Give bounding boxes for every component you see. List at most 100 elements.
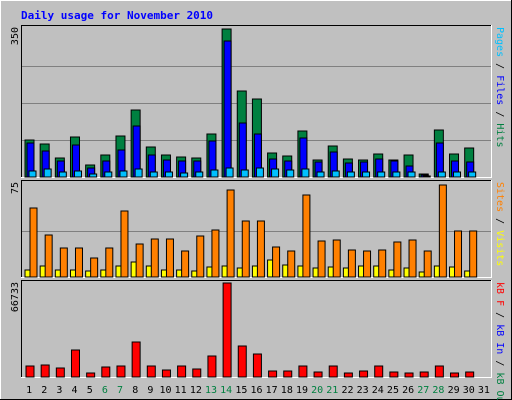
bar-kbytes-day-19 bbox=[298, 365, 308, 378]
x-tick-label-day-2: 2 bbox=[41, 385, 47, 396]
bar-pages-day-17 bbox=[271, 168, 280, 178]
bar-sites-day-19 bbox=[302, 194, 311, 278]
bar-kbytes-day-13 bbox=[207, 355, 217, 378]
panel-bars bbox=[25, 282, 475, 378]
bar-kbytes-day-3 bbox=[55, 367, 65, 378]
bar-kbytes-day-23 bbox=[359, 370, 369, 378]
legend-entry: Sites bbox=[494, 182, 505, 212]
x-tick-label-day-10: 10 bbox=[160, 385, 172, 396]
panel-legend: kB F / kB In / kB Out bbox=[494, 282, 505, 400]
bar-kbytes-day-17 bbox=[268, 370, 278, 378]
bar-sites-day-28 bbox=[438, 184, 447, 278]
bar-kbytes-day-11 bbox=[177, 365, 187, 378]
bar-pages-day-19 bbox=[301, 168, 310, 178]
bar-pages-day-29 bbox=[453, 171, 462, 178]
bar-pages-day-18 bbox=[286, 169, 295, 178]
bar-kbytes-day-5 bbox=[86, 372, 96, 378]
x-tick-label-day-1: 1 bbox=[26, 385, 32, 396]
legend-entry: Out bbox=[494, 391, 505, 400]
x-tick-label-day-6: 6 bbox=[102, 385, 108, 396]
bar-kbytes-day-1 bbox=[25, 365, 35, 378]
x-tick-label-day-19: 19 bbox=[296, 385, 308, 396]
bar-sites-day-8 bbox=[135, 243, 144, 278]
bar-files-day-15 bbox=[238, 122, 247, 178]
bar-kbytes-day-14 bbox=[222, 282, 232, 378]
bar-kbytes-day-18 bbox=[283, 370, 293, 378]
bar-sites-day-5 bbox=[90, 257, 99, 278]
bar-kbytes-day-26 bbox=[404, 372, 414, 378]
bar-sites-day-25 bbox=[393, 241, 402, 278]
bar-kbytes-day-8 bbox=[131, 341, 141, 378]
panel-requests: 350 Pages / Files / Hits bbox=[10, 25, 505, 178]
bar-kbytes-day-27 bbox=[419, 371, 429, 378]
x-tick-label-day-9: 9 bbox=[147, 385, 153, 396]
bar-sites-day-9 bbox=[150, 238, 159, 278]
bar-kbytes-day-15 bbox=[237, 345, 247, 378]
bar-kbytes-day-30 bbox=[465, 371, 475, 378]
bar-sites-day-18 bbox=[287, 250, 296, 278]
bar-pages-day-23 bbox=[362, 171, 371, 178]
x-tick-label-day-23: 23 bbox=[357, 385, 369, 396]
bar-pages-day-15 bbox=[240, 169, 249, 178]
x-tick-label-day-17: 17 bbox=[266, 385, 278, 396]
panel-visits: 75 Sites / Visits bbox=[10, 180, 505, 278]
x-tick-label-day-11: 11 bbox=[175, 385, 187, 396]
x-tick-label-day-13: 13 bbox=[205, 385, 217, 396]
bar-sites-day-16 bbox=[256, 220, 265, 278]
chart-panels: 350 Pages / Files / Hits 75 Sites / Visits… bbox=[10, 25, 505, 400]
bar-pages-day-2 bbox=[43, 168, 52, 178]
bar-kbytes-day-28 bbox=[434, 365, 444, 378]
bar-pages-day-26 bbox=[407, 171, 416, 178]
panel-bars bbox=[24, 184, 478, 278]
x-tick-label-day-20: 20 bbox=[311, 385, 323, 396]
y-axis-max-label: 350 bbox=[10, 27, 21, 45]
bar-kbytes-day-10 bbox=[161, 369, 171, 378]
bar-pages-day-16 bbox=[255, 167, 264, 178]
legend-entry: / bbox=[494, 111, 505, 117]
bar-pages-day-30 bbox=[468, 171, 477, 178]
bar-kbytes-day-16 bbox=[252, 353, 262, 378]
bar-kbytes-day-7 bbox=[116, 365, 126, 378]
bar-kbytes-day-21 bbox=[328, 365, 338, 378]
legend-entry: kB bbox=[494, 372, 505, 384]
bar-sites-day-6 bbox=[105, 247, 114, 278]
legend-entry: Hits bbox=[494, 123, 505, 147]
bar-sites-day-26 bbox=[408, 239, 417, 278]
x-tick-label-day-15: 15 bbox=[235, 385, 247, 396]
panel-kbytes: 66733 kB F / kB In / kB Out bbox=[10, 280, 505, 400]
bar-pages-day-12 bbox=[195, 171, 204, 178]
x-axis-day-labels: 1 2 3 4 5 6 7 8 9 10 11 12 13 14 15 16 17 18 19 20 21 22 23 24 2… bbox=[26, 385, 490, 396]
x-tick-label-day-8: 8 bbox=[132, 385, 138, 396]
bar-pages-day-24 bbox=[377, 171, 386, 178]
x-tick-label-day-27: 27 bbox=[417, 385, 429, 396]
bar-pages-day-10 bbox=[164, 171, 173, 178]
x-tick-label-day-3: 3 bbox=[56, 385, 62, 396]
bar-sites-day-14 bbox=[226, 189, 235, 278]
bar-sites-day-4 bbox=[74, 247, 83, 278]
bar-pages-day-4 bbox=[73, 170, 82, 178]
y-axis-max-label: 75 bbox=[10, 182, 21, 194]
bar-pages-day-25 bbox=[392, 171, 401, 178]
bar-pages-day-20 bbox=[316, 171, 325, 178]
bar-sites-day-1 bbox=[29, 207, 38, 278]
bar-kbytes-day-24 bbox=[374, 365, 384, 378]
x-tick-label-day-29: 29 bbox=[448, 385, 460, 396]
legend-entry: Pages bbox=[494, 27, 505, 57]
x-tick-label-day-4: 4 bbox=[72, 385, 78, 396]
bar-pages-day-13 bbox=[210, 169, 219, 178]
bar-pages-day-8 bbox=[134, 168, 143, 178]
bar-sites-day-30 bbox=[469, 230, 478, 278]
bar-sites-day-27 bbox=[423, 250, 432, 278]
bar-sites-day-11 bbox=[181, 250, 190, 278]
bar-pages-day-27 bbox=[422, 175, 431, 178]
bar-pages-day-3 bbox=[58, 171, 67, 178]
legend-entry: In bbox=[494, 342, 505, 354]
x-tick-label-day-18: 18 bbox=[281, 385, 293, 396]
bar-sites-day-2 bbox=[44, 234, 53, 278]
bar-sites-day-12 bbox=[196, 235, 205, 278]
legend-entry: kB bbox=[494, 282, 505, 294]
bar-sites-day-3 bbox=[59, 247, 68, 278]
bar-sites-day-22 bbox=[347, 249, 356, 278]
chart-title: Daily usage for November 2010 bbox=[21, 9, 213, 22]
